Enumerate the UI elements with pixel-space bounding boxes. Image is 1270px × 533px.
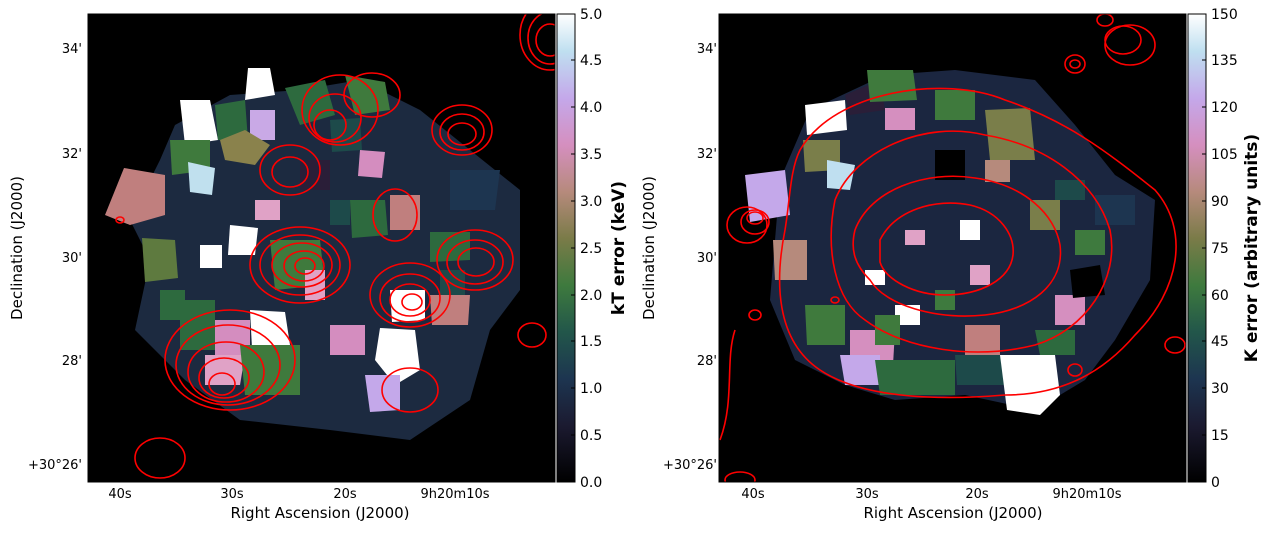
left-contours: [115, 14, 555, 479]
right-xtick-0: 40s: [741, 487, 765, 502]
left-ytick-2: 30': [62, 251, 82, 266]
right-ytick-2: 30': [697, 251, 717, 266]
right-panel: 34' 32' 30' 28' +30°26' 40s 30s 20s 9h20…: [635, 0, 1270, 529]
left-cbar-tick-0: 0.0: [580, 475, 602, 491]
left-panel: 34' 32' 30' 28' +30°26' 40s 30s 20s 9h20…: [0, 0, 635, 529]
left-cbar-tick-8: 4.0: [580, 100, 602, 116]
right-cbar-tick-1: 15: [1211, 428, 1229, 444]
left-ytick-0: 34': [62, 42, 82, 57]
right-cbar-tick-9: 135: [1211, 53, 1238, 69]
left-xtick-2: 20s: [333, 487, 357, 502]
left-figure: 34' 32' 30' 28' +30°26' 40s 30s 20s 9h20…: [8, 7, 629, 522]
left-cbar-tick-1: 0.5: [580, 428, 602, 444]
left-colorbar-ticks: [571, 59, 575, 483]
right-xtick-3: 9h20m10s: [1052, 487, 1121, 502]
right-cbar-tick-7: 105: [1211, 147, 1238, 163]
left-cbar-tick-10: 5.0: [580, 7, 602, 23]
right-cbar-tick-3: 45: [1211, 334, 1229, 350]
left-cbar-tick-7: 3.5: [580, 147, 602, 163]
left-ytick-1: 32': [62, 147, 82, 162]
right-cbar-tick-8: 120: [1211, 100, 1238, 116]
right-colorbar-ticks: [1202, 59, 1206, 483]
left-cbar-tick-9: 4.5: [580, 53, 602, 69]
right-cbar-tick-4: 60: [1211, 288, 1229, 304]
left-xtick-0: 40s: [108, 487, 132, 502]
left-image-frame: [87, 13, 556, 483]
right-xtick-2: 20s: [965, 487, 989, 502]
left-colorbar-label: kT error (keV): [609, 181, 629, 315]
left-xtick-3: 9h20m10s: [420, 487, 489, 502]
right-figure: 34' 32' 30' 28' +30°26' 40s 30s 20s 9h20…: [640, 7, 1262, 522]
right-ytick-3: 28': [697, 354, 717, 369]
right-cbar-tick-2: 30: [1211, 381, 1229, 397]
right-ylabel: Declination (J2000): [640, 176, 658, 320]
right-ytick-1: 32': [697, 147, 717, 162]
left-cbar-tick-5: 2.5: [580, 241, 602, 257]
left-ytick-4: +30°26': [28, 458, 82, 473]
left-xtick-1: 30s: [220, 487, 244, 502]
left-cbar-tick-3: 1.5: [580, 334, 602, 350]
right-cbar-tick-6: 90: [1211, 194, 1229, 210]
right-ytick-4: +30°26': [663, 458, 717, 473]
left-cbar-tick-2: 1.0: [580, 381, 602, 397]
right-contours: [719, 14, 1186, 482]
left-ytick-3: 28': [62, 354, 82, 369]
right-cbar-tick-10: 150: [1211, 7, 1238, 23]
right-colorbar-label: K error (arbitrary units): [1242, 134, 1262, 362]
left-ylabel: Declination (J2000): [8, 176, 26, 320]
left-cbar-tick-6: 3.0: [580, 194, 602, 210]
right-xlabel: Right Ascension (J2000): [863, 504, 1042, 522]
right-cbar-tick-5: 75: [1211, 241, 1229, 257]
right-xtick-1: 30s: [855, 487, 879, 502]
right-cbar-tick-0: 0: [1211, 475, 1220, 491]
left-xlabel: Right Ascension (J2000): [230, 504, 409, 522]
right-image-frame: [718, 13, 1187, 483]
left-cbar-tick-4: 2.0: [580, 288, 602, 304]
right-ytick-0: 34': [697, 42, 717, 57]
